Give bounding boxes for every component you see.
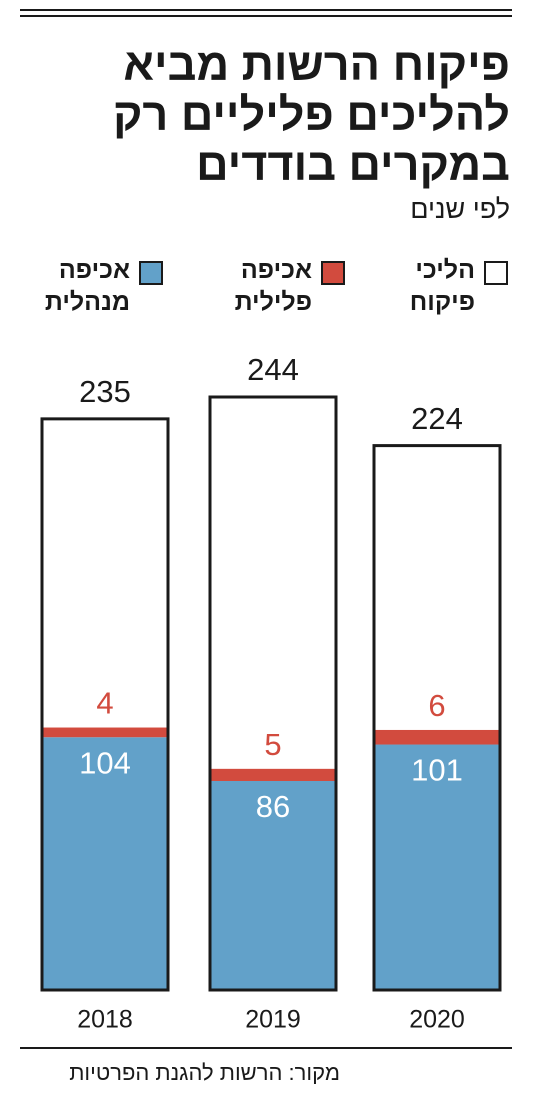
legend-label: אכיפה פלילית bbox=[234, 256, 312, 316]
value-label: 101 bbox=[411, 753, 463, 788]
legend-label: אכיפה מנהלית bbox=[44, 256, 130, 316]
x-tick-label: 2018 bbox=[77, 1006, 133, 1034]
value-label: 104 bbox=[79, 745, 131, 780]
value-label: 235 bbox=[79, 374, 131, 409]
bar-criminal bbox=[211, 768, 335, 781]
legend-swatch bbox=[484, 261, 508, 285]
value-label: 244 bbox=[247, 352, 299, 387]
value-label: 4 bbox=[96, 686, 113, 721]
legend-swatch bbox=[139, 261, 163, 285]
bar-administrative bbox=[375, 744, 499, 989]
value-label: 224 bbox=[411, 401, 463, 436]
value-label: 5 bbox=[264, 727, 281, 762]
legend-label: הליכי פיקוח bbox=[409, 256, 475, 316]
bar-criminal bbox=[375, 729, 499, 745]
bar-criminal bbox=[43, 727, 167, 738]
chart-subtitle: לפי שנים bbox=[410, 194, 510, 224]
source: מקור: הרשות להגנת הפרטיות bbox=[69, 1060, 340, 1085]
chart-title: פיקוח הרשות מביא להליכים פליליים רק במקר… bbox=[112, 39, 510, 190]
value-label: 86 bbox=[256, 789, 290, 824]
x-tick-label: 2019 bbox=[245, 1006, 301, 1034]
legend-swatch bbox=[321, 261, 345, 285]
value-label: 6 bbox=[428, 688, 445, 723]
bar-administrative bbox=[43, 737, 167, 989]
bar-administrative bbox=[211, 780, 335, 989]
x-tick-label: 2020 bbox=[409, 1006, 465, 1034]
